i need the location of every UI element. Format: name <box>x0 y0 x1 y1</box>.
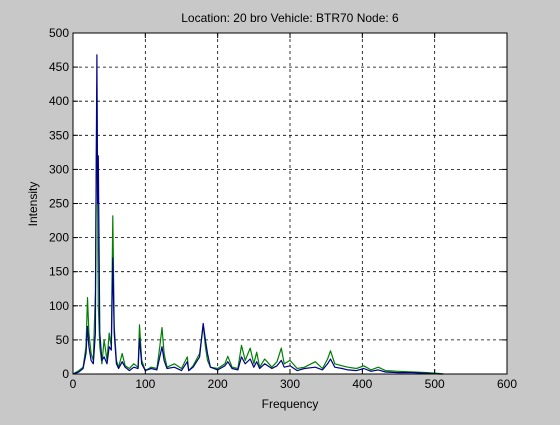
x-tick-label: 300 <box>280 377 300 391</box>
x-tick-label: 500 <box>425 377 445 391</box>
series-line-2 <box>72 54 444 375</box>
x-axis-label: Frequency <box>262 397 319 411</box>
x-tick-label: 400 <box>352 377 372 391</box>
x-tick-label: 100 <box>135 377 155 391</box>
y-axis-label: Intensity <box>26 182 40 227</box>
series-group <box>72 54 444 375</box>
y-tick-label: 300 <box>49 162 69 176</box>
x-tick-label: 200 <box>208 377 228 391</box>
y-tick-label: 400 <box>49 94 69 108</box>
y-tick-label: 350 <box>49 128 69 142</box>
y-tick-label: 100 <box>49 299 69 313</box>
grid <box>73 33 507 374</box>
x-tick-label: 600 <box>497 377 517 391</box>
y-tick-label: 150 <box>49 265 69 279</box>
y-tick-label: 450 <box>49 60 69 74</box>
chart-title: Location: 20 bro Vehicle: BTR70 Node: 6 <box>181 11 399 25</box>
y-tick-label: 50 <box>56 333 70 347</box>
ticks: 0 100 200 300 400 500 600 0 50 100 150 200 250 300 350… <box>49 26 517 391</box>
y-tick-label: 200 <box>49 231 69 245</box>
y-tick-label: 500 <box>49 26 69 40</box>
y-tick-label: 250 <box>49 197 69 211</box>
y-tick-label: 0 <box>62 367 69 381</box>
x-tick-label: 0 <box>70 377 77 391</box>
